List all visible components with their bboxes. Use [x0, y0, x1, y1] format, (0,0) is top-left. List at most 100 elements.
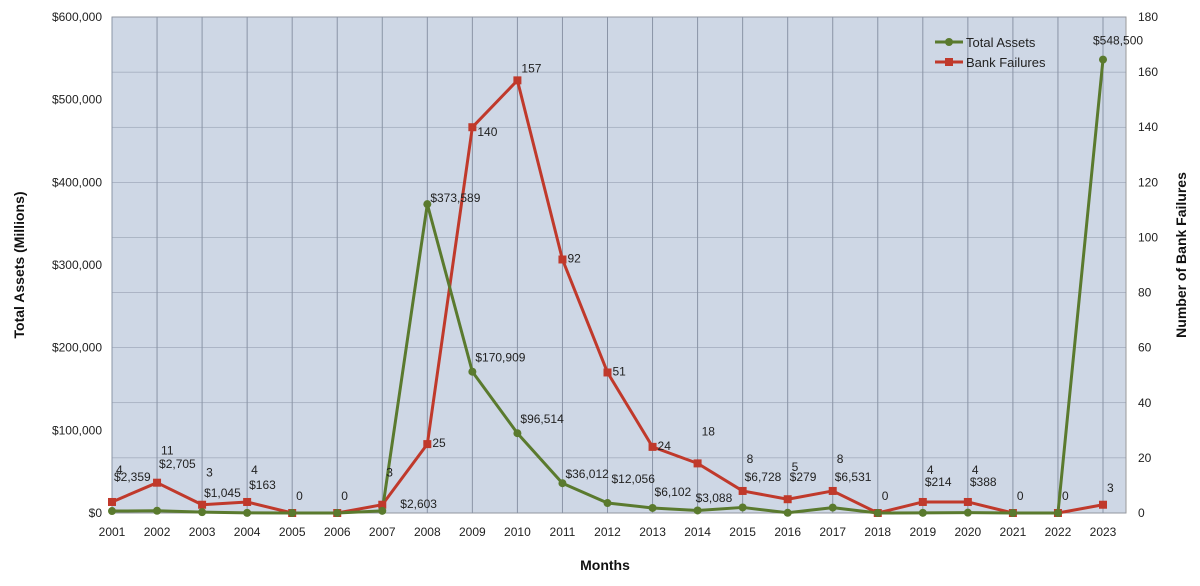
bank-failures-data-label: 157: [521, 61, 541, 75]
x-axis-tick-label: 2020: [955, 525, 982, 539]
x-axis-title: Months: [580, 557, 630, 573]
total-assets-point: [198, 508, 207, 517]
bank-failures-data-label: 4: [251, 463, 258, 477]
total-assets-point: [1008, 509, 1017, 517]
total-assets-data-label: $1,045: [204, 486, 241, 500]
legend-label-total-assets: Total Assets: [966, 35, 1036, 50]
total-assets-point: [828, 503, 837, 512]
total-assets-point: [918, 508, 927, 517]
x-axis-tick-label: 2002: [144, 525, 171, 539]
total-assets-data-label: $6,728: [745, 470, 782, 484]
right-axis-ticks: 0 20 40 60 80 100 120 140 160 180: [1138, 10, 1158, 520]
x-axis-tick-label: 2013: [639, 525, 666, 539]
total-assets-point: [513, 429, 522, 438]
total-assets-data-label: $2,603: [400, 497, 437, 511]
legend-label-bank-failures: Bank Failures: [966, 55, 1046, 70]
bank-failures-point: [468, 123, 477, 132]
total-assets-data-label: $3,088: [696, 491, 733, 505]
total-assets-point: [108, 507, 116, 516]
bank-failures-point: [1099, 500, 1107, 509]
x-axis-tick-label: 2004: [234, 525, 261, 539]
total-assets-point: [963, 508, 972, 517]
total-assets-data-label: $388: [970, 475, 997, 489]
grid-lines: [111, 16, 1126, 514]
bank-failures-data-label: 18: [702, 424, 716, 438]
bank-failures-point: [378, 500, 387, 509]
series-layer: [108, 55, 1107, 517]
total-assets-data-label: $373,589: [430, 191, 480, 205]
total-assets-data-label: $279: [790, 470, 817, 484]
bank-failures-point: [963, 497, 972, 506]
legend-marker-bank-failures: [945, 58, 953, 66]
x-axis-tick-label: 2018: [864, 525, 891, 539]
bank-failures-data-label: 4: [116, 463, 123, 477]
right-axis-tick-label: 0: [1138, 506, 1145, 520]
total-assets-point: [558, 479, 567, 488]
x-axis-tick-label: 2001: [99, 525, 126, 539]
bank-failures-data-label: 8: [837, 452, 844, 466]
right-axis-tick-label: 80: [1138, 286, 1152, 300]
total-assets-data-label: $548,500: [1093, 34, 1143, 48]
total-assets-data-label: $2,705: [159, 457, 196, 471]
right-axis-tick-label: 120: [1138, 175, 1158, 189]
bank-failures-point: [198, 500, 207, 509]
left-axis-tick-label: $300,000: [52, 258, 102, 272]
total-assets-point: [333, 509, 342, 517]
total-assets-point: [648, 503, 657, 512]
x-axis-tick-label: 2015: [729, 525, 756, 539]
bank-failures-point: [783, 495, 792, 504]
bank-failures-data-label: 0: [1062, 489, 1069, 503]
bank-failures-data-label: 4: [927, 463, 934, 477]
bank-failures-data-label: 140: [477, 125, 497, 139]
x-axis-tick-label: 2016: [774, 525, 801, 539]
bank-failures-point: [918, 497, 927, 506]
legend-marker-total-assets: [945, 38, 953, 46]
right-axis-tick-label: 140: [1138, 120, 1158, 134]
x-axis-tick-label: 2005: [279, 525, 306, 539]
left-axis-tick-label: $0: [89, 506, 103, 520]
total-assets-data-label: $12,056: [612, 472, 656, 486]
bank-failures-point: [108, 497, 116, 506]
bank-failures-point: [558, 255, 567, 264]
bank-failures-data-label: 24: [658, 439, 672, 453]
total-assets-point: [423, 200, 432, 209]
right-axis-tick-label: 180: [1138, 10, 1158, 24]
x-axis-tick-label: 2010: [504, 525, 531, 539]
bank-failures-point: [243, 497, 252, 506]
x-axis-tick-label: 2006: [324, 525, 351, 539]
total-assets-data-label: $170,909: [475, 351, 525, 365]
x-axis-ticks: 2001 2002 2003 2004 2005 2006 2007 2008 2009 2010…: [99, 525, 1117, 539]
bank-failures-point: [693, 459, 702, 468]
bank-failures-data-label: 25: [432, 436, 446, 450]
bank-failures-point: [513, 76, 522, 85]
data-labels: 4 11 3 4 0 0 3 25 140 157 92 51 24 18 8 5 8 0 4 4 0 0 3 $2,359 $…: [114, 34, 1143, 511]
bank-failures-point: [603, 368, 612, 377]
x-axis-tick-label: 2019: [909, 525, 936, 539]
total-assets-data-label: $36,012: [565, 467, 609, 481]
bank-failures-data-label: 3: [206, 466, 213, 480]
total-assets-data-label: $6,531: [835, 470, 872, 484]
left-axis-tick-label: $500,000: [52, 93, 102, 107]
total-assets-point: [243, 508, 252, 517]
plot-area: [111, 16, 1127, 514]
left-axis-tick-label: $100,000: [52, 423, 102, 437]
bank-failures-point: [153, 478, 162, 487]
bank-failures-point: [423, 440, 432, 449]
bank-failures-data-label: 0: [341, 489, 348, 503]
bank-failures-data-label: 8: [747, 452, 754, 466]
total-assets-point: [873, 509, 882, 517]
total-assets-point: [1053, 509, 1062, 517]
right-axis-tick-label: 100: [1138, 230, 1158, 244]
x-axis-tick-label: 2017: [819, 525, 846, 539]
total-assets-data-label: $214: [925, 475, 952, 489]
total-assets-data-label: $6,102: [655, 485, 692, 499]
bank-failures-data-label: 3: [1107, 481, 1114, 495]
right-axis-tick-label: 40: [1138, 396, 1152, 410]
bank-failures-data-label: 0: [1017, 489, 1024, 503]
bank-failures-point: [828, 486, 837, 495]
left-axis-tick-label: $400,000: [52, 175, 102, 189]
bank-failures-data-label: 5: [792, 460, 799, 474]
x-axis-tick-label: 2022: [1045, 525, 1072, 539]
bank-failures-point: [648, 442, 657, 451]
